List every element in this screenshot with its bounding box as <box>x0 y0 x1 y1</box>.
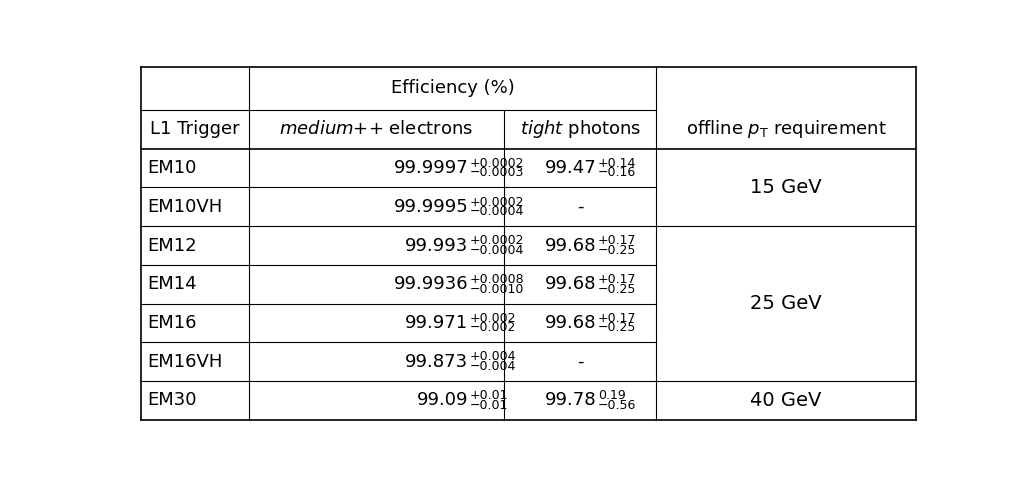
Text: −0.56: −0.56 <box>598 399 636 412</box>
Text: −0.0003: −0.0003 <box>470 166 525 179</box>
Text: Efficiency (%): Efficiency (%) <box>391 80 514 97</box>
Text: 25 GeV: 25 GeV <box>751 294 822 313</box>
Text: −0.0004: −0.0004 <box>470 205 525 218</box>
Text: 99.9936: 99.9936 <box>394 275 468 293</box>
Text: +0.0008: +0.0008 <box>470 273 525 286</box>
Text: +0.17: +0.17 <box>598 312 636 324</box>
Text: +0.002: +0.002 <box>470 312 517 324</box>
Text: −0.0004: −0.0004 <box>470 244 525 257</box>
Text: L1 Trigger: L1 Trigger <box>149 120 239 138</box>
Text: −0.004: −0.004 <box>470 360 517 373</box>
Text: +0.17: +0.17 <box>598 273 636 286</box>
Text: +0.0002: +0.0002 <box>470 157 525 170</box>
Text: −0.16: −0.16 <box>598 166 636 179</box>
Text: 99.78: 99.78 <box>544 391 596 409</box>
Text: 40 GeV: 40 GeV <box>751 391 822 410</box>
Text: 99.873: 99.873 <box>405 353 468 371</box>
Text: EM12: EM12 <box>147 237 197 254</box>
Text: EM10VH: EM10VH <box>147 198 223 216</box>
Text: offline $p_{\mathrm{T}}$ requirement: offline $p_{\mathrm{T}}$ requirement <box>686 118 887 140</box>
Text: 99.9995: 99.9995 <box>394 198 468 216</box>
Text: EM14: EM14 <box>147 275 197 293</box>
Text: $\mathit{tight}$ photons: $\mathit{tight}$ photons <box>520 118 641 140</box>
Text: 99.9997: 99.9997 <box>394 159 468 177</box>
Text: 99.68: 99.68 <box>544 314 596 332</box>
Text: -: - <box>577 198 584 216</box>
Text: 15 GeV: 15 GeV <box>751 178 822 197</box>
Text: -: - <box>577 353 584 371</box>
Text: −0.25: −0.25 <box>598 282 636 295</box>
Text: −0.25: −0.25 <box>598 321 636 334</box>
Text: −0.0010: −0.0010 <box>470 282 525 295</box>
Text: +0.0002: +0.0002 <box>470 196 525 209</box>
Text: $\mathit{medium}$++ electrons: $\mathit{medium}$++ electrons <box>279 120 473 138</box>
Text: 99.993: 99.993 <box>405 237 468 254</box>
Text: +0.17: +0.17 <box>598 234 636 247</box>
Text: 0.19: 0.19 <box>598 389 626 402</box>
Text: EM16: EM16 <box>147 314 197 332</box>
Text: −0.25: −0.25 <box>598 244 636 257</box>
Text: 99.68: 99.68 <box>544 237 596 254</box>
Text: −0.01: −0.01 <box>470 399 508 412</box>
Text: 99.09: 99.09 <box>417 391 468 409</box>
Text: 99.68: 99.68 <box>544 275 596 293</box>
Text: +0.14: +0.14 <box>598 157 636 170</box>
Text: +0.0002: +0.0002 <box>470 234 525 247</box>
Text: 99.47: 99.47 <box>544 159 596 177</box>
Text: 99.971: 99.971 <box>405 314 468 332</box>
Text: EM16VH: EM16VH <box>147 353 223 371</box>
Text: +0.01: +0.01 <box>470 389 508 402</box>
Text: −0.002: −0.002 <box>470 321 517 334</box>
Text: +0.004: +0.004 <box>470 350 517 363</box>
Text: EM30: EM30 <box>147 391 197 409</box>
Text: EM10: EM10 <box>147 159 197 177</box>
